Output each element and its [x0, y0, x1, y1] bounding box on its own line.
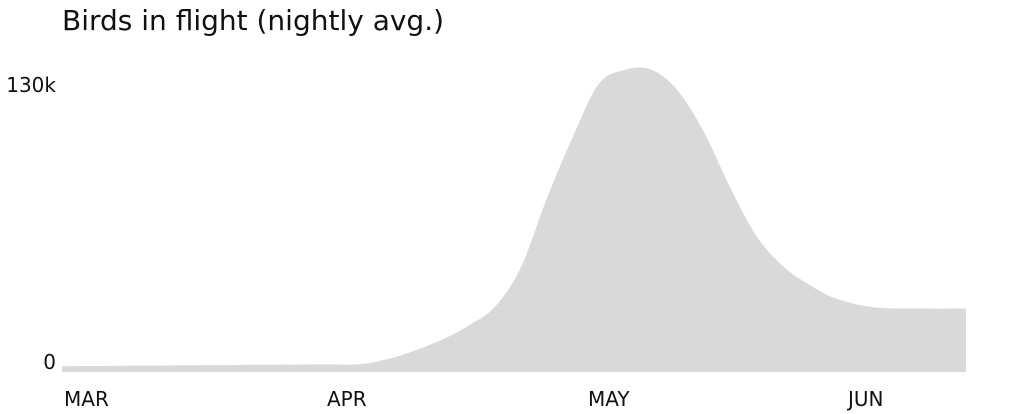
area-layer: [62, 67, 966, 372]
x-tick-label-may: MAY: [588, 387, 630, 411]
area-series-birds: [62, 67, 966, 372]
y-tick-label-130k: 130k: [6, 73, 56, 97]
x-tick-label-jun: JUN: [846, 387, 884, 411]
y-tick-label-0: 0: [43, 350, 56, 374]
y-axis-ticks: 130k 0: [6, 73, 56, 374]
x-axis-ticks: MAR APR MAY JUN: [64, 387, 884, 411]
chart-title: Birds in flight (nightly avg.): [62, 4, 444, 37]
x-tick-label-mar: MAR: [64, 387, 109, 411]
x-tick-label-apr: APR: [327, 387, 367, 411]
